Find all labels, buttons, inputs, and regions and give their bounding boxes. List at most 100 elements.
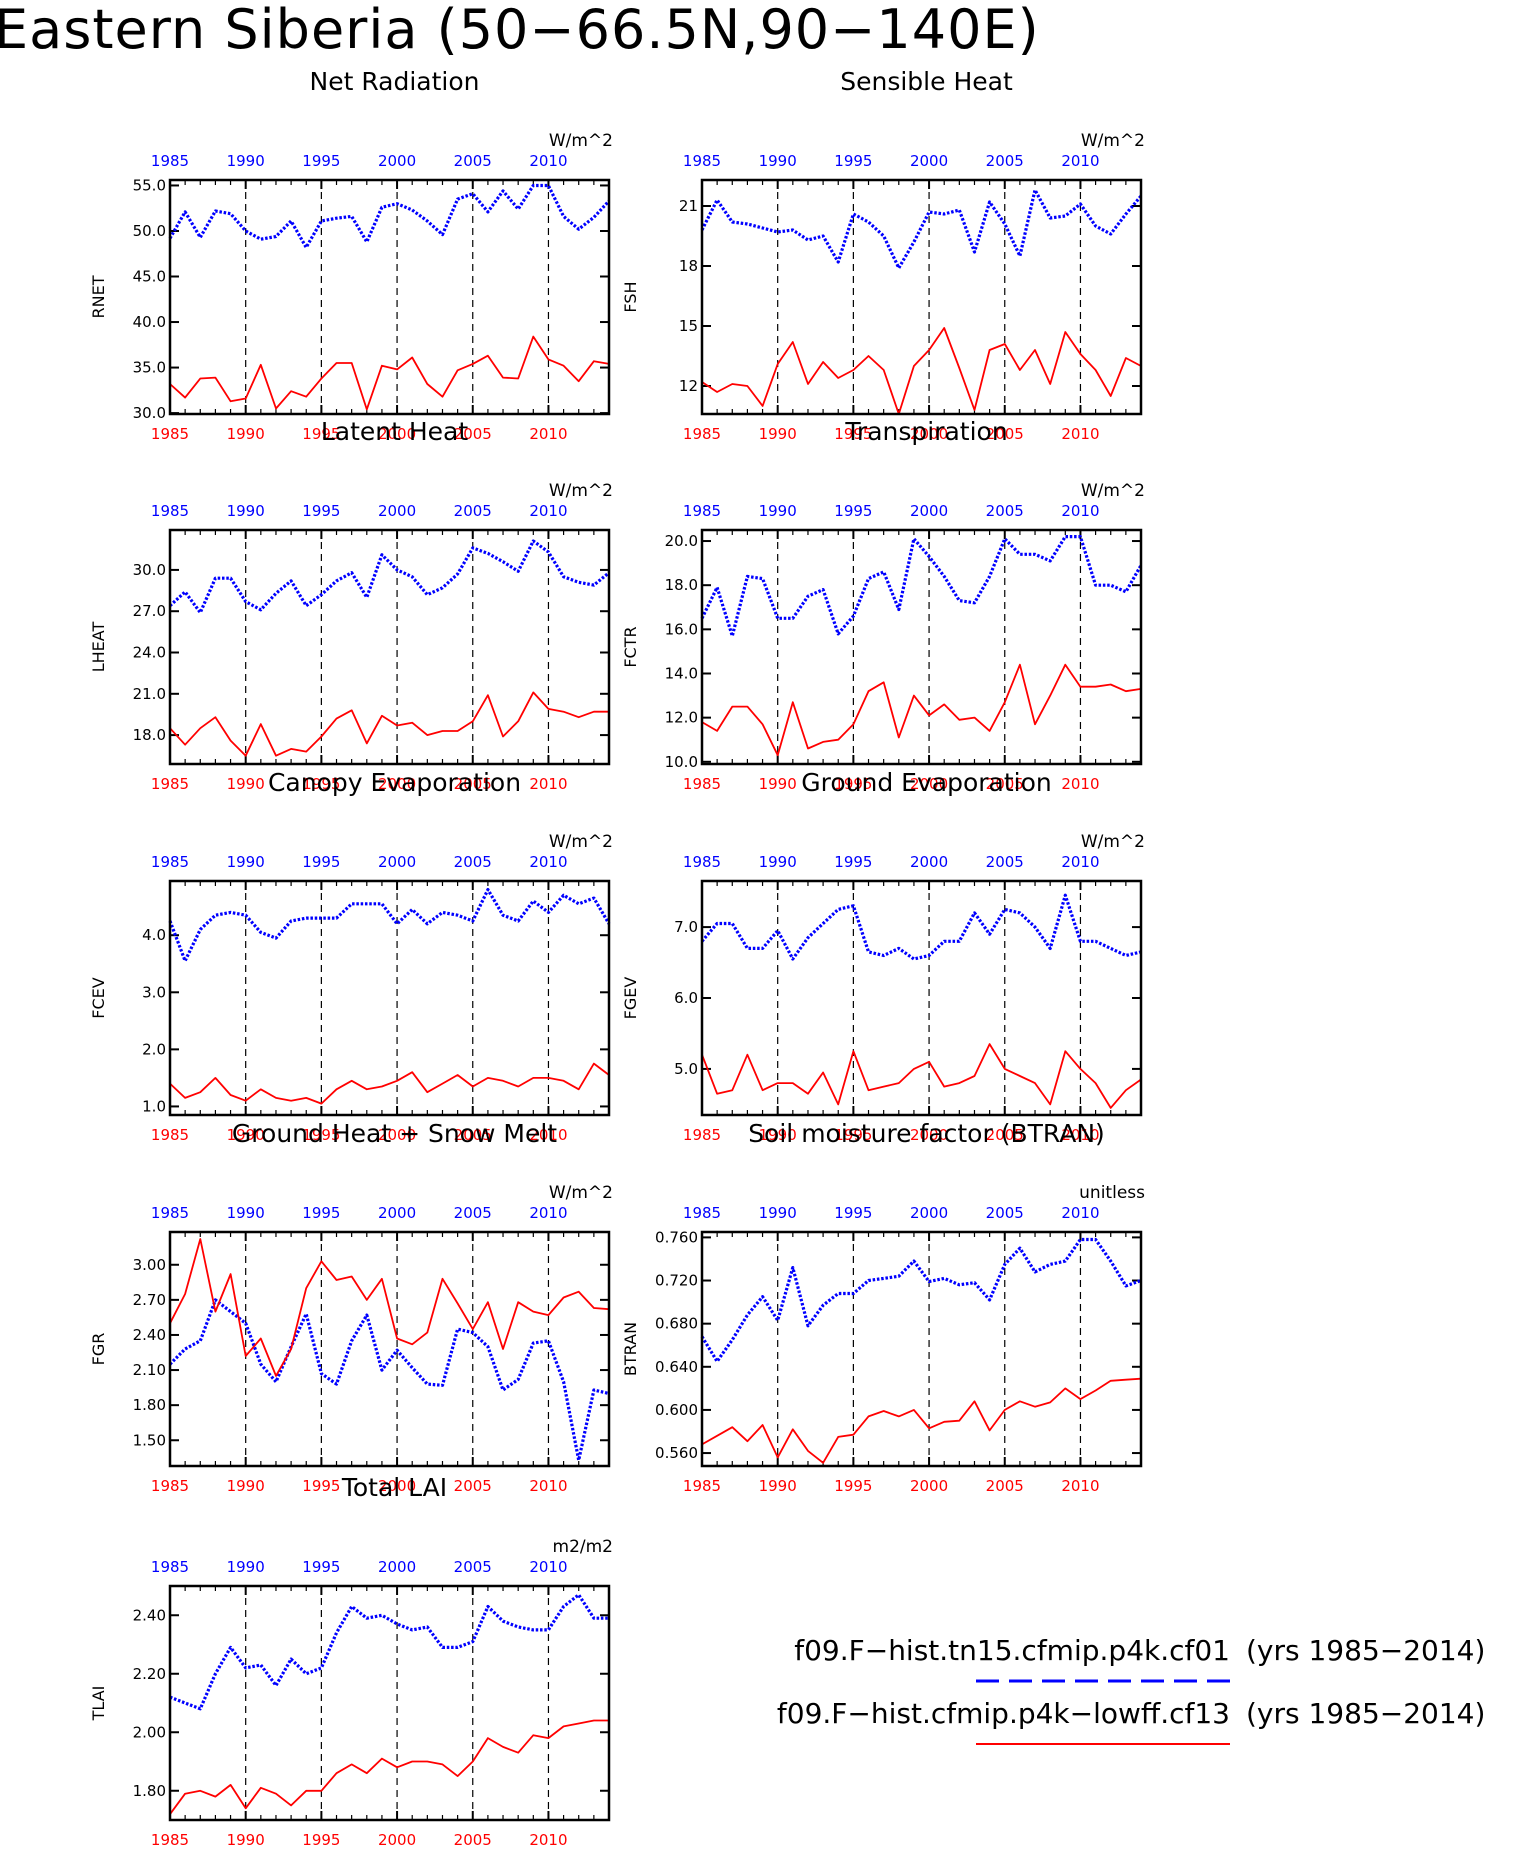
ytick-label: 1.50 <box>133 1431 166 1449</box>
top-xtick-label: 1985 <box>683 853 721 871</box>
ytick-label: 2.70 <box>133 1291 166 1309</box>
bottom-xtick-label: 1995 <box>834 425 872 443</box>
series-line-blue <box>700 188 1143 270</box>
top-xtick-label: 2005 <box>986 152 1024 170</box>
y-axis-label: BTRAN <box>621 1322 640 1376</box>
ytick-label: 20.0 <box>665 532 698 550</box>
top-xtick-label: 1995 <box>834 853 872 871</box>
top-xtick-label: 1985 <box>683 1204 721 1222</box>
top-xtick-label: 2000 <box>378 502 416 520</box>
top-xtick-label: 2005 <box>986 853 1024 871</box>
legend: f09.F−hist.tn15.cfmip.p4k.cf01 (yrs 1985… <box>777 1634 1485 1745</box>
bottom-xtick-label: 1990 <box>227 1831 265 1849</box>
top-xtick-label: 2010 <box>529 152 567 170</box>
legend-label-1: f09.F−hist.tn15.cfmip.p4k.cf01 <box>794 1634 1230 1667</box>
top-xtick-label: 2010 <box>1061 152 1099 170</box>
top-xtick-label: 1985 <box>151 152 189 170</box>
bottom-xtick-label: 1985 <box>683 425 721 443</box>
panel-fcev: Canopy Evaporation W/m^2 1985 1985 1990 1990 1… <box>89 768 613 1144</box>
series-line-red <box>701 327 1142 415</box>
units-label: W/m^2 <box>549 832 613 852</box>
bottom-xtick-label: 2005 <box>454 425 492 443</box>
top-xtick-label: 2010 <box>529 502 567 520</box>
plot-frame <box>168 1584 611 1822</box>
top-xtick-label: 1995 <box>302 152 340 170</box>
ytick-label: 27.0 <box>133 602 166 620</box>
units-label: W/m^2 <box>1081 131 1145 151</box>
bottom-xtick-label: 1995 <box>834 1477 872 1495</box>
bottom-xtick-label: 1990 <box>227 1126 265 1144</box>
ytick-label: 2.40 <box>133 1326 166 1344</box>
top-xtick-label: 2005 <box>454 1558 492 1576</box>
top-xtick-label: 2010 <box>1061 502 1099 520</box>
bottom-xtick-label: 2000 <box>378 1831 416 1849</box>
top-xtick-label: 1990 <box>759 1204 797 1222</box>
series-line-blue <box>168 539 611 615</box>
bottom-xtick-label: 2005 <box>986 1477 1024 1495</box>
series-line-blue <box>169 1593 609 1711</box>
top-xtick-label: 2000 <box>378 853 416 871</box>
bottom-xtick-label: 1990 <box>227 425 265 443</box>
main-title: Eastern Siberia (50−66.5N,90−140E) <box>0 0 1040 61</box>
top-xtick-label: 2005 <box>454 152 492 170</box>
top-xtick-label: 1990 <box>227 502 265 520</box>
plot-frame <box>168 879 611 1117</box>
top-xtick-label: 1990 <box>227 853 265 871</box>
ytick-label: 30.0 <box>133 404 166 422</box>
panel-tlai: Total LAI m2/m2 1985 1985 1990 1990 1995 1995 20… <box>89 1473 613 1849</box>
ytick-label: 2.40 <box>133 1606 166 1624</box>
series-line-red <box>169 335 610 411</box>
bottom-xtick-label: 2010 <box>1061 425 1099 443</box>
plot-frame <box>168 528 611 766</box>
units-label: W/m^2 <box>549 131 613 151</box>
bottom-xtick-label: 1990 <box>759 1126 797 1144</box>
series-line-blue <box>700 893 1142 961</box>
top-xtick-label: 2000 <box>910 1204 948 1222</box>
top-xtick-label: 1995 <box>302 1558 340 1576</box>
bottom-xtick-label: 1995 <box>834 1126 872 1144</box>
top-xtick-label: 2000 <box>910 502 948 520</box>
panel-title: Ground Heat + Snow Melt <box>232 1119 557 1148</box>
ytick-label: 0.600 <box>655 1401 698 1419</box>
top-xtick-label: 1990 <box>759 152 797 170</box>
series-line-blue <box>700 1237 1142 1364</box>
y-axis-label: FCEV <box>89 977 108 1018</box>
y-axis-label: FGR <box>89 1333 108 1366</box>
bottom-xtick-label: 1990 <box>759 425 797 443</box>
bottom-xtick-label: 2010 <box>529 1831 567 1849</box>
panel-fctr: Transpiration W/m^2 1985 1985 1990 1990 1995 19… <box>621 417 1145 793</box>
ytick-label: 16.0 <box>665 620 698 638</box>
ytick-label: 0.680 <box>655 1315 698 1333</box>
plot-frame <box>700 528 1143 766</box>
bottom-xtick-label: 2010 <box>529 1477 567 1495</box>
top-xtick-label: 2010 <box>529 853 567 871</box>
bottom-xtick-label: 1990 <box>227 775 265 793</box>
ytick-label: 3.00 <box>133 1256 166 1274</box>
bottom-xtick-label: 1995 <box>302 1477 340 1495</box>
top-xtick-label: 2010 <box>1061 1204 1099 1222</box>
ytick-label: 0.760 <box>655 1228 698 1246</box>
bottom-xtick-label: 1985 <box>683 1126 721 1144</box>
top-xtick-label: 1990 <box>759 853 797 871</box>
legend-years-2: (yrs 1985−2014) <box>1246 1697 1485 1730</box>
plot-frame <box>700 178 1143 416</box>
bottom-xtick-label: 2000 <box>910 1477 948 1495</box>
top-xtick-label: 2000 <box>910 152 948 170</box>
y-axis-label: FSH <box>621 281 640 312</box>
plot-frame <box>700 879 1143 1117</box>
ytick-label: 55.0 <box>133 176 166 194</box>
ytick-label: 2.0 <box>142 1040 166 1058</box>
bottom-xtick-label: 2000 <box>910 425 948 443</box>
ytick-label: 1.80 <box>133 1396 166 1414</box>
ytick-label: 1.80 <box>133 1782 166 1800</box>
bottom-xtick-label: 2005 <box>986 425 1024 443</box>
ytick-label: 14.0 <box>665 664 698 682</box>
top-xtick-label: 1990 <box>227 152 265 170</box>
top-xtick-label: 2010 <box>529 1558 567 1576</box>
panel-title: Transpiration <box>844 417 1007 446</box>
ytick-label: 10.0 <box>665 753 698 771</box>
plot-frame <box>700 1230 1143 1468</box>
bottom-xtick-label: 2010 <box>529 775 567 793</box>
panels-container: Net Radiation W/m^2 1985 1985 1990 1990 1995 19… <box>89 67 1145 1849</box>
